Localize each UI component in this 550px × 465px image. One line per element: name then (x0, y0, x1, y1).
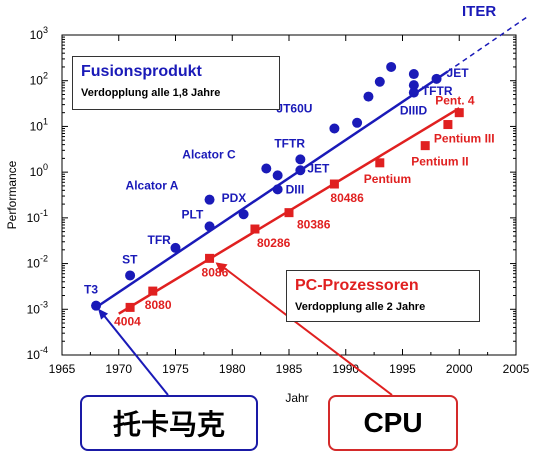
iter-label: ITER (462, 3, 496, 20)
y-tick-label: 10-3 (27, 299, 48, 316)
cpu-arrowhead (215, 262, 228, 274)
x-axis-label: Jahr (285, 391, 308, 405)
fusion-point-label: Alcator A (126, 179, 179, 193)
tokamak-callout: 托卡马克 (80, 395, 258, 451)
fusion-point (272, 170, 283, 181)
fusion-point-label: JET (307, 161, 330, 175)
fusion-legend-subtitle: Verdopplung alle 1,8 Jahre (81, 87, 221, 99)
pc-point-label: Pentium (364, 172, 411, 186)
fusion-fit-line (95, 70, 449, 309)
pc-point-label: 4004 (114, 314, 141, 328)
fusion-legend-box: Fusionsprodukt Verdopplung alle 1,8 Jahr… (72, 56, 280, 110)
pc-point-label: 8080 (145, 298, 172, 312)
pc-point (148, 286, 158, 296)
pc-point (420, 141, 430, 151)
x-tick-label: 1980 (219, 362, 246, 376)
pc-point (205, 253, 215, 263)
fusion-point-label: TFR (148, 233, 172, 247)
fusion-point (363, 91, 374, 102)
pc-point (125, 302, 135, 312)
pc-point (375, 158, 385, 168)
pc-point-label: 80286 (257, 236, 291, 250)
y-tick-label: 10-4 (27, 345, 48, 362)
y-tick-label: 10-1 (27, 208, 48, 225)
fusion-point-label: ST (122, 252, 138, 266)
fusion-point-label: T3 (84, 283, 98, 297)
fusion-point (408, 80, 419, 91)
pc-legend-subtitle: Verdopplung alle 2 Jahre (295, 301, 426, 313)
fusion-point-label: PLT (182, 207, 204, 221)
fusion-point-label: DIIID (400, 104, 428, 118)
fusion-point (431, 73, 442, 84)
fusion-point (295, 165, 306, 176)
x-tick-label: 2005 (503, 362, 530, 376)
x-tick-label: 1985 (276, 362, 303, 376)
pc-point-label: Pentium II (411, 155, 468, 169)
fusion-point (204, 194, 215, 205)
fusion-point (125, 270, 136, 281)
x-tick-label: 1975 (162, 362, 189, 376)
pc-point (250, 224, 260, 234)
pc-point-label: 80386 (297, 218, 331, 232)
pc-point (329, 179, 339, 189)
y-tick-label: 101 (30, 116, 48, 133)
y-axis-label: Performance (5, 160, 19, 229)
fusion-point (295, 154, 306, 165)
tokamak-arrowhead (98, 308, 109, 320)
y-tick-label: 10-2 (27, 254, 48, 271)
cpu-callout: CPU (328, 395, 458, 451)
fusion-point (329, 123, 340, 134)
tokamak-arrow (99, 310, 169, 396)
y-tick-label: 100 (30, 162, 48, 179)
fusion-point (204, 221, 215, 232)
y-tick-label: 102 (30, 71, 48, 88)
fusion-point-label: TFTR (422, 84, 453, 98)
x-tick-label: 2000 (446, 362, 473, 376)
pc-point (284, 208, 294, 218)
pc-legend-title: PC-Prozessoren (295, 277, 419, 294)
fusion-point (374, 76, 385, 87)
pc-point (443, 120, 453, 130)
fusion-extrapolation-line (447, 16, 528, 73)
fusion-point-label: PDX (222, 191, 247, 205)
fusion-point (238, 209, 249, 220)
pc-point (454, 108, 464, 118)
pc-point-label: Pentium III (434, 132, 495, 146)
fusion-legend-title: Fusionsprodukt (81, 63, 202, 80)
fusion-point (272, 184, 283, 195)
fusion-point-label: TFTR (274, 136, 305, 150)
x-tick-label: 1995 (389, 362, 416, 376)
fusion-point-label: JET (447, 66, 470, 80)
x-tick-label: 1970 (105, 362, 132, 376)
fusion-point (170, 242, 181, 253)
fusion-point-label: JT60U (276, 102, 312, 116)
fusion-point-label: DIII (286, 182, 305, 196)
x-tick-label: 1965 (49, 362, 76, 376)
y-tick-label: 103 (30, 25, 48, 42)
fusion-point (352, 117, 363, 128)
pc-legend-box: PC-Prozessoren Verdopplung alle 2 Jahre (286, 270, 480, 322)
pc-point-label: Pent. 4 (435, 94, 475, 108)
pc-point-label: 80486 (330, 191, 364, 205)
cpu-arrow (218, 263, 393, 396)
x-tick-label: 1990 (332, 362, 359, 376)
fusion-point (408, 69, 419, 80)
fusion-point-label: Alcator C (182, 148, 236, 162)
fusion-point (408, 87, 419, 98)
fusion-point (386, 61, 397, 72)
fusion-point (261, 163, 272, 174)
fusion-point (91, 300, 102, 311)
